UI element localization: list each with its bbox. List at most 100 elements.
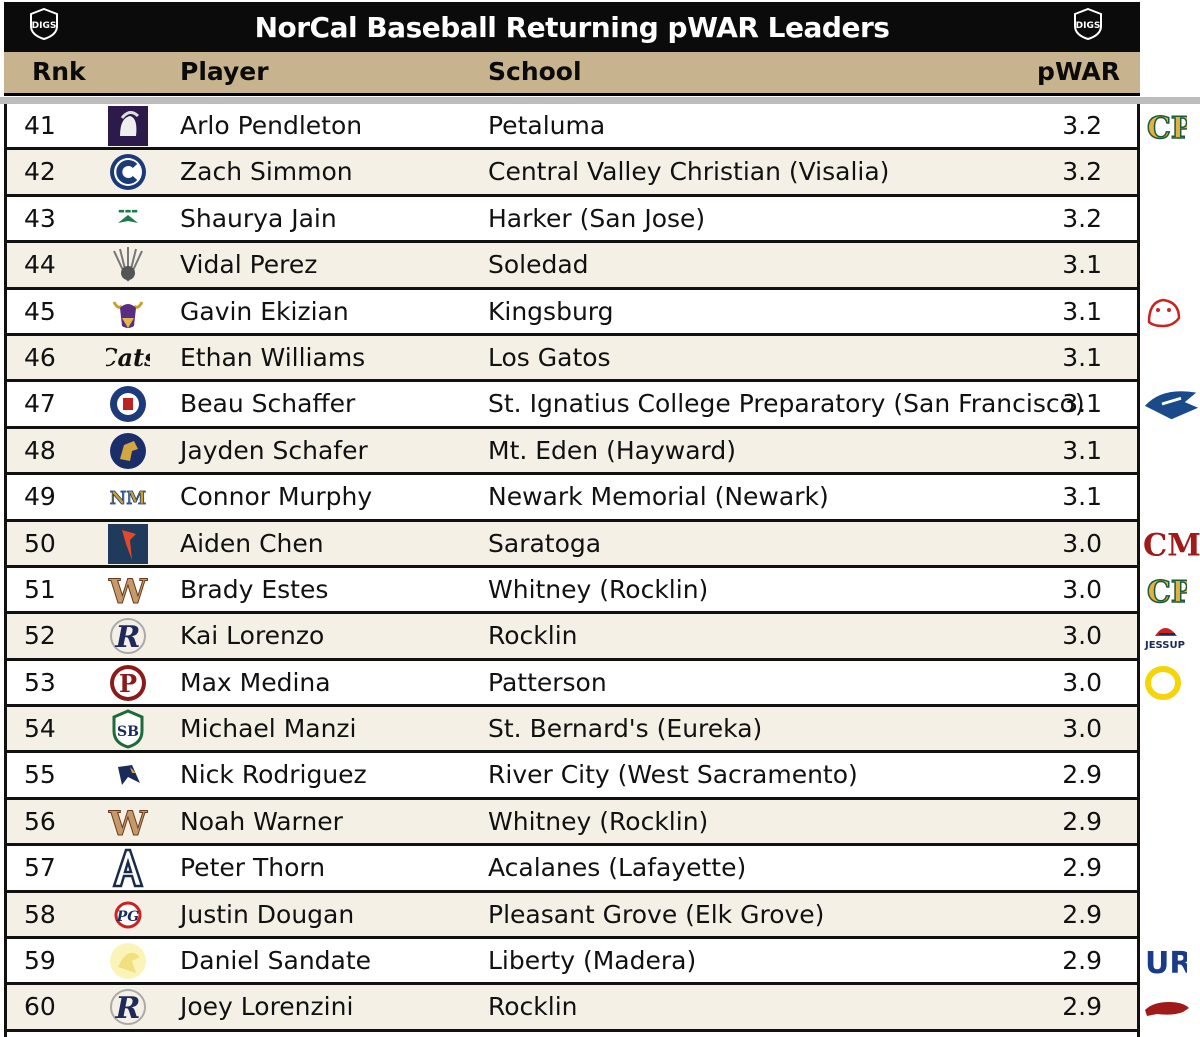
bulldog-icon: [1143, 292, 1200, 332]
school-cell: Rocklin: [488, 621, 578, 651]
pwar-cell: 3.1: [1062, 389, 1102, 419]
svg-text:W: W: [108, 804, 148, 842]
pwar-cell: 2.9: [1062, 853, 1102, 883]
table-row: 53 P Max Medina Patterson 3.0: [4, 661, 1140, 708]
pwar-cell: 2.9: [1062, 760, 1102, 790]
cp-monogram-icon: CP: [1143, 106, 1200, 146]
table-row: 57 Peter Thorn Acalanes (Lafayette) 2.9: [4, 846, 1140, 893]
table-row: 54 SB Michael Manzi St. Bernard's (Eureka) 3…: [4, 707, 1140, 754]
rank-cell: 60: [24, 992, 56, 1022]
rank-cell: 45: [24, 296, 56, 326]
table-row: 51 W Brady Estes Whitney (Rocklin) 3.0: [4, 568, 1140, 615]
viking-head-icon: [106, 292, 150, 332]
sb-shield-icon: SB: [106, 709, 150, 749]
school-cell: St. Bernard's (Eureka): [488, 714, 763, 744]
title-bar: NorCal Baseball Returning pWAR Leaders: [4, 2, 1140, 52]
rank-cell: 57: [24, 853, 56, 883]
pwar-cell: 2.9: [1062, 806, 1102, 836]
table-row: 47 Beau Schaffer St. Ignatius College Prep…: [4, 382, 1140, 429]
svg-text:R: R: [115, 620, 141, 655]
school-cell: Mt. Eden (Hayward): [488, 435, 736, 465]
table-row: 58 PG Justin Dougan Pleasant Grove (Elk Gro…: [4, 892, 1140, 940]
mustang-icon: [1143, 384, 1200, 424]
hawk-icon: [106, 941, 150, 981]
rank-cell: 59: [24, 946, 56, 976]
svg-text:CP: CP: [1147, 575, 1187, 610]
leaderboard-rows: 41 Arlo Pendleton Petaluma 3.2 42 Zach Simmon…: [4, 104, 1140, 1032]
school-cell: River City (West Sacramento): [488, 760, 858, 790]
jessup-logo-icon: JESSUP: [1143, 616, 1200, 656]
school-cell: Acalanes (Lafayette): [488, 853, 747, 883]
pwar-cell: 3.0: [1062, 714, 1102, 744]
school-cell: Whitney (Rocklin): [488, 806, 709, 836]
pwar-cell: 2.9: [1062, 899, 1102, 929]
ur-monogram-icon: UR: [1143, 941, 1200, 981]
svg-text:PG: PG: [116, 909, 140, 925]
raven-icon: [106, 755, 150, 795]
school-cell: Petaluma: [488, 111, 606, 140]
trojan-helmet-icon: [106, 106, 150, 146]
player-cell: Shaurya Jain: [180, 203, 337, 233]
rank-cell: 51: [24, 574, 56, 604]
svg-text:CP: CP: [1147, 111, 1187, 146]
player-cell: Noah Warner: [180, 806, 343, 836]
letter-w-icon: W: [106, 570, 150, 610]
school-cell: Soledad: [488, 250, 589, 280]
page-title: NorCal Baseball Returning pWAR Leaders: [254, 10, 890, 44]
table-row: 44 Vidal Perez Soledad 3.1: [4, 243, 1140, 290]
player-cell: Justin Dougan: [180, 899, 355, 929]
player-cell: Max Medina: [180, 667, 331, 697]
player-cell: Joey Lorenzini: [180, 992, 354, 1022]
table-row: 59 Daniel Sandate Liberty (Madera) 2.9: [4, 939, 1140, 986]
pwar-cell: 3.2: [1062, 203, 1102, 233]
table-row: 60 R Joey Lorenzini Rocklin 2.9: [4, 985, 1140, 1032]
rank-cell: 53: [24, 667, 56, 697]
player-cell: Kai Lorenzo: [180, 621, 325, 651]
rank-cell: 52: [24, 621, 56, 651]
pwar-cell: 3.2: [1062, 111, 1102, 140]
player-cell: Peter Thorn: [180, 853, 326, 883]
rank-cell: 55: [24, 760, 56, 790]
player-cell: Ethan Williams: [180, 342, 366, 372]
player-cell: Beau Schaffer: [180, 389, 356, 419]
rank-cell: 47: [24, 389, 56, 419]
rank-cell: 46: [24, 342, 56, 372]
pwar-cell: 3.1: [1062, 250, 1102, 280]
svg-text:W: W: [108, 572, 148, 610]
leaderboard-sheet: NorCal Baseball Returning pWAR Leaders D…: [4, 2, 1140, 96]
rank-cell: 42: [24, 157, 56, 187]
header-player: Player: [180, 57, 269, 86]
player-cell: Connor Murphy: [180, 482, 373, 512]
pwar-cell: 2.9: [1062, 946, 1102, 976]
school-cell: Pleasant Grove (Elk Grove): [488, 899, 825, 929]
letter-r-icon: R: [106, 616, 150, 656]
digs-badge-left-text: DIGS: [32, 21, 57, 31]
svg-text:P: P: [119, 669, 137, 698]
falcon-icon: [106, 523, 150, 564]
pwar-cell: 3.1: [1062, 342, 1102, 372]
cats-script-icon: Cats: [106, 338, 150, 378]
svg-text:▬▬▬: ▬▬▬: [118, 207, 138, 215]
rank-cell: 49: [24, 482, 56, 512]
rank-cell: 44: [24, 250, 56, 280]
player-cell: Jayden Schafer: [180, 435, 368, 465]
letter-r-icon: R: [106, 987, 150, 1027]
horse-head-icon: [106, 431, 150, 471]
oregon-o-icon: [1143, 663, 1200, 703]
player-cell: Vidal Perez: [180, 250, 318, 280]
player-cell: Brady Estes: [180, 574, 329, 604]
school-cell: Los Gatos: [488, 342, 611, 372]
rank-cell: 54: [24, 714, 56, 744]
player-cell: Aiden Chen: [180, 528, 324, 558]
harker-eagle-icon: ▬▬▬: [106, 199, 150, 239]
table-row: 55 Nick Rodriguez River City (West Sacrame…: [4, 753, 1140, 800]
school-cell: Newark Memorial (Newark): [488, 482, 829, 512]
svg-text:Cats: Cats: [106, 343, 150, 372]
school-cell: Harker (San Jose): [488, 203, 706, 233]
school-cell: Liberty (Madera): [488, 946, 697, 976]
rank-cell: 56: [24, 806, 56, 836]
headdress-icon: [106, 245, 150, 285]
table-row: 48 Jayden Schafer Mt. Eden (Hayward) 3.1: [4, 428, 1140, 476]
svg-text:CM: CM: [1143, 527, 1200, 563]
pwar-cell: 3.2: [1062, 157, 1102, 187]
